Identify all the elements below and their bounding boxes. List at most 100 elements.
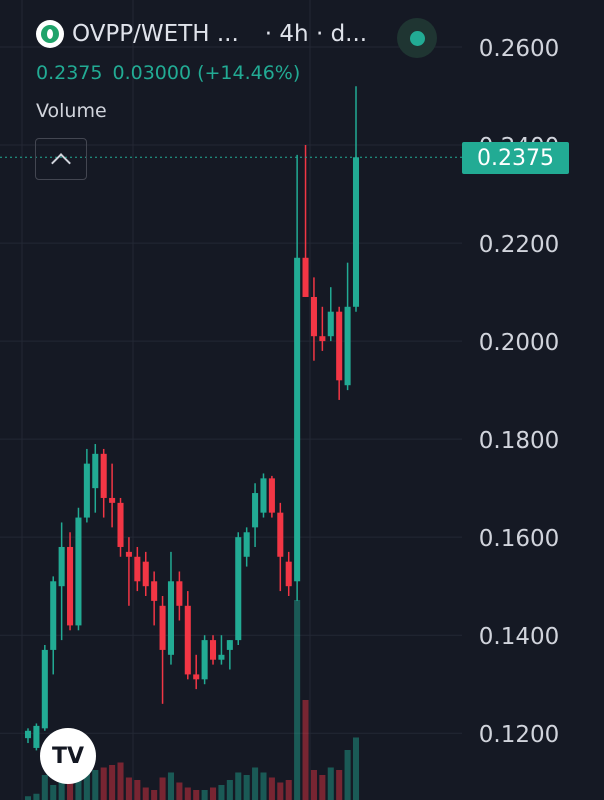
candle-body: [184, 605, 191, 675]
volume-bar: [336, 770, 343, 800]
candle-body: [201, 640, 208, 680]
candle-body: [100, 453, 107, 498]
candle: [260, 473, 267, 518]
volume-bar: [209, 787, 217, 800]
candle: [75, 507, 82, 631]
candle: [285, 551, 292, 596]
chart-legend[interactable]: OVPP/WETH ... · 4h · d...: [36, 20, 367, 48]
volume-bar: [252, 767, 259, 800]
candle-body: [109, 497, 116, 503]
candle: [352, 86, 360, 312]
candle: [50, 576, 57, 675]
candle: [142, 551, 149, 596]
candle: [167, 551, 175, 665]
candle: [100, 448, 107, 518]
last-price: 0.2375: [36, 62, 103, 84]
interval-label: · 4h · d...: [264, 21, 368, 47]
candle-body: [75, 517, 82, 626]
candle-body: [352, 157, 360, 307]
chevron-up-icon: [51, 152, 71, 173]
candle-body: [302, 257, 309, 297]
candle-body: [310, 296, 317, 337]
pair-title: OVPP/WETH ...: [72, 21, 239, 47]
tradingview-logo[interactable]: TV: [40, 728, 96, 784]
volume-bar: [327, 767, 334, 800]
candle-body: [92, 453, 99, 489]
candle: [159, 595, 166, 704]
volume-bar: [226, 780, 233, 800]
volume-indicator-label[interactable]: Volume: [36, 100, 107, 122]
candle: [277, 502, 284, 592]
candle: [83, 448, 90, 523]
volume-bars: [24, 600, 360, 800]
volume-bar: [285, 780, 292, 800]
volume-bar: [41, 775, 48, 800]
candle: [319, 306, 326, 351]
candle: [226, 640, 233, 670]
y-tick-label: 0.1400: [479, 624, 559, 650]
candle: [176, 571, 183, 621]
candle-body: [151, 581, 158, 601]
volume-bar: [151, 790, 158, 800]
market-status-button[interactable]: [397, 18, 437, 58]
volume-bar: [75, 772, 82, 800]
candle: [209, 635, 217, 665]
candle: [268, 475, 275, 518]
candle: [193, 654, 200, 690]
y-tick-label: 0.2600: [479, 36, 559, 62]
candle: [117, 497, 124, 557]
candle-body: [33, 725, 40, 748]
candle: [302, 145, 309, 297]
candle-body: [209, 640, 217, 660]
volume-bar: [176, 782, 183, 800]
candle: [344, 262, 351, 391]
candle: [41, 645, 48, 731]
volume-bar: [109, 765, 116, 800]
volume-bar: [142, 787, 149, 800]
volume-bar: [277, 782, 284, 800]
volume-bar: [260, 772, 267, 800]
candle: [92, 444, 99, 513]
candle: [58, 522, 65, 641]
volume-bar: [268, 777, 275, 800]
candle-body: [176, 581, 183, 606]
y-tick-label: 0.1800: [479, 428, 559, 454]
candle: [243, 527, 250, 567]
candle: [125, 537, 132, 606]
candles: [24, 86, 360, 751]
price-summary: 0.2375 0.03000 (+14.46%): [36, 62, 300, 84]
candle-body: [218, 654, 225, 660]
volume-bar: [83, 765, 90, 800]
candle: [184, 591, 191, 680]
volume-bar: [302, 700, 309, 800]
volume-bar: [310, 770, 317, 800]
candle-body: [235, 537, 242, 641]
volume-bar: [294, 600, 301, 800]
volume-bar: [125, 777, 132, 800]
candle: [151, 571, 158, 626]
candle-body: [83, 463, 90, 518]
candle-body: [134, 556, 141, 582]
status-dot-icon: [409, 30, 425, 46]
candle-body: [159, 605, 166, 650]
candle: [235, 532, 242, 646]
candle-body: [142, 561, 149, 587]
candle-body: [50, 581, 57, 650]
collapse-indicators-button[interactable]: [35, 138, 87, 180]
candle-body: [67, 546, 74, 626]
change-percent: (+14.46%): [197, 62, 301, 84]
volume-bar: [24, 796, 32, 800]
y-tick-label: 0.2200: [479, 232, 559, 258]
candle-body: [58, 546, 65, 587]
candle-body: [24, 730, 32, 739]
candle: [201, 635, 208, 685]
volume-bar: [134, 780, 141, 800]
candle: [67, 532, 74, 631]
candle-body: [344, 306, 351, 386]
candle-body: [319, 336, 326, 342]
candle-body: [167, 581, 175, 655]
candle-body: [285, 561, 292, 587]
candle-body: [294, 257, 301, 582]
candle-body: [41, 649, 48, 729]
